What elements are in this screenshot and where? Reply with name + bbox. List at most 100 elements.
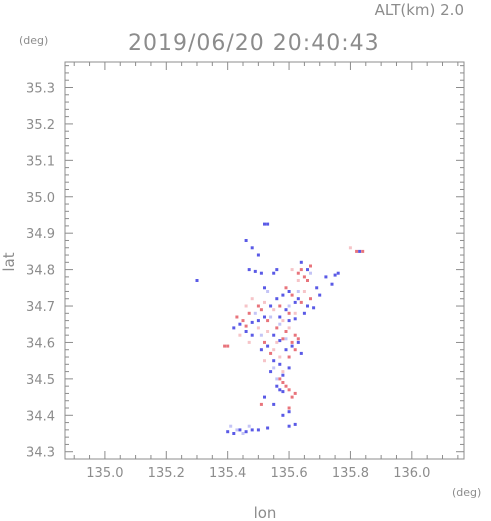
data-point xyxy=(336,271,340,275)
data-point xyxy=(250,320,254,324)
data-point xyxy=(226,344,230,348)
y-tick-label: 35.1 xyxy=(26,154,55,169)
data-point xyxy=(259,348,263,352)
data-point xyxy=(275,377,279,381)
data-point xyxy=(296,340,300,344)
data-point xyxy=(309,264,312,268)
data-point xyxy=(235,315,239,319)
data-point xyxy=(275,268,279,272)
x-tick-label: 135.4 xyxy=(209,466,246,481)
data-point xyxy=(272,333,276,337)
data-point xyxy=(296,290,300,293)
data-point xyxy=(272,348,276,352)
data-point xyxy=(293,422,297,426)
data-point xyxy=(263,300,266,304)
x-tick-label: 135.6 xyxy=(270,466,307,481)
data-point xyxy=(263,359,266,363)
data-point xyxy=(238,322,242,326)
data-point xyxy=(281,293,285,297)
data-point xyxy=(281,319,285,323)
y-tick-label: 35.2 xyxy=(26,118,55,133)
data-point xyxy=(306,279,309,282)
data-point xyxy=(290,395,294,399)
data-point xyxy=(266,344,270,348)
data-point xyxy=(263,395,266,399)
data-point xyxy=(256,319,260,323)
data-point xyxy=(281,373,285,377)
data-point xyxy=(290,340,294,344)
data-point xyxy=(299,260,303,264)
data-point xyxy=(284,348,288,352)
data-point xyxy=(272,271,276,275)
data-point xyxy=(281,413,285,417)
data-point xyxy=(284,308,288,312)
data-point xyxy=(229,424,233,428)
data-point xyxy=(253,269,257,273)
data-point xyxy=(287,326,291,330)
data-point xyxy=(293,317,297,321)
data-point xyxy=(275,340,279,344)
y-tick-label: 34.4 xyxy=(26,409,55,424)
data-point xyxy=(287,388,291,392)
data-point xyxy=(256,253,260,257)
data-point xyxy=(272,402,276,406)
data-point xyxy=(309,297,312,301)
data-point xyxy=(281,390,285,394)
data-point xyxy=(269,370,273,374)
data-point xyxy=(287,319,291,323)
data-point xyxy=(259,271,263,275)
data-point xyxy=(256,428,260,432)
data-point xyxy=(241,432,245,435)
data-point xyxy=(324,275,328,279)
y-tick-label: 35.0 xyxy=(26,191,55,206)
data-point xyxy=(278,315,282,319)
data-marks xyxy=(195,222,365,435)
plot-frame xyxy=(64,61,465,460)
data-point xyxy=(235,428,239,432)
data-point xyxy=(247,340,251,344)
data-point xyxy=(259,402,263,406)
data-point xyxy=(284,330,288,333)
data-point xyxy=(296,279,300,282)
data-point xyxy=(223,344,227,348)
data-point xyxy=(299,351,303,355)
data-point xyxy=(269,351,273,355)
data-point xyxy=(296,337,300,341)
data-point xyxy=(244,330,248,333)
data-point xyxy=(241,319,245,323)
data-point xyxy=(287,290,291,293)
data-point xyxy=(287,410,291,414)
data-point xyxy=(355,249,359,253)
data-point xyxy=(361,249,365,253)
data-point xyxy=(315,286,319,290)
y-tick-label: 34.5 xyxy=(26,373,55,388)
data-point xyxy=(281,370,285,374)
data-point xyxy=(293,333,297,337)
data-point xyxy=(244,324,248,328)
data-point xyxy=(263,286,266,290)
data-point xyxy=(284,384,288,388)
x-tick-label: 135.8 xyxy=(332,466,369,481)
y-axis-title: lat xyxy=(0,252,18,271)
data-point xyxy=(306,304,309,308)
data-point xyxy=(287,304,291,308)
data-point xyxy=(293,348,297,352)
data-point xyxy=(266,222,270,226)
data-point xyxy=(293,311,297,315)
data-point xyxy=(287,355,291,359)
data-point xyxy=(247,268,251,272)
data-point xyxy=(299,300,303,304)
data-point xyxy=(266,319,270,323)
y-tick-label: 34.3 xyxy=(26,446,55,461)
data-point xyxy=(278,322,282,326)
data-point xyxy=(266,426,270,430)
data-point xyxy=(244,239,248,242)
data-point xyxy=(293,300,297,304)
x-tick-label: 135.0 xyxy=(86,466,123,481)
data-point xyxy=(278,339,282,343)
x-axis-title: lon xyxy=(254,504,277,521)
data-point xyxy=(293,391,297,395)
data-point xyxy=(272,366,276,370)
data-point xyxy=(244,430,248,434)
data-point xyxy=(263,222,266,226)
